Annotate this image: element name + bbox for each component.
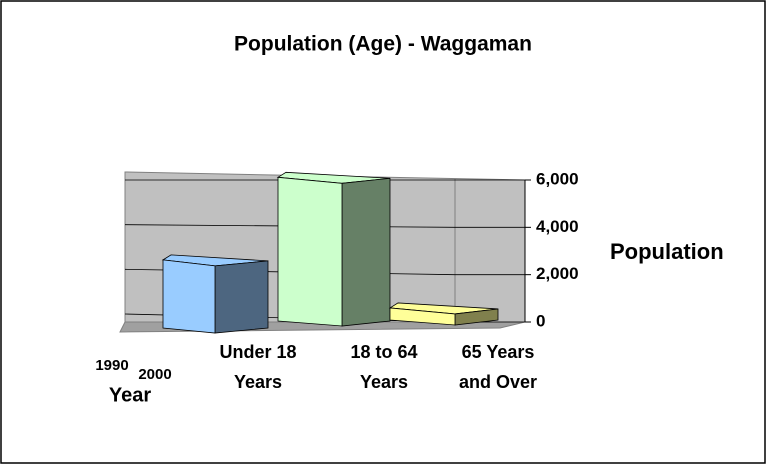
- grid-line: [124, 224, 525, 228]
- y-tick-label: 4,000: [536, 217, 579, 236]
- bar: [389, 307, 456, 326]
- x-tick-label: 18 to 64: [350, 342, 417, 362]
- bar-side: [214, 260, 269, 334]
- depth-label: 2000: [138, 366, 171, 383]
- depth-label: 1990: [95, 357, 128, 374]
- y-axis-label: Population: [610, 239, 724, 264]
- chart-title: Population (Age) - Waggaman: [234, 33, 532, 56]
- x-tick-label: and Over: [459, 372, 537, 392]
- x-tick-label: Years: [360, 372, 408, 392]
- depth-axis-label: Year: [109, 384, 151, 406]
- bar-side: [341, 177, 391, 327]
- y-tick-label: 0: [536, 311, 545, 330]
- x-tick-label: 65 Years: [462, 342, 535, 362]
- x-tick-label: Years: [234, 372, 282, 392]
- y-tick-label: 2,000: [536, 264, 579, 283]
- bar: [162, 259, 216, 334]
- y-tick-label: 6,000: [536, 169, 579, 188]
- bar: [277, 176, 343, 327]
- x-tick-label: Under 18: [219, 342, 296, 362]
